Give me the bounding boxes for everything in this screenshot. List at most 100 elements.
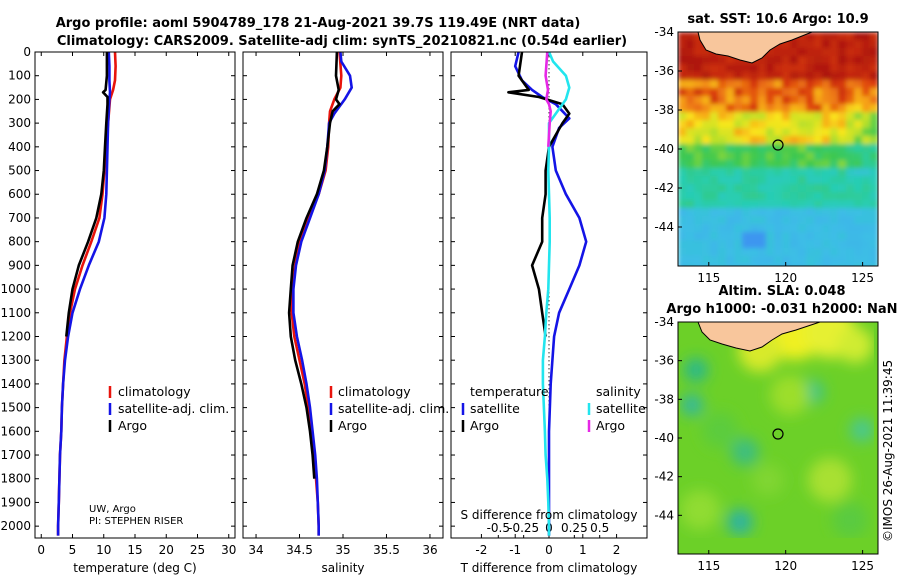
sst-cell <box>782 112 791 121</box>
sst-cell <box>814 240 823 249</box>
sst-cell <box>710 184 719 193</box>
sst-cell <box>678 184 687 193</box>
sst-map-ticks: 115 120 125 -34 -36 -38 -40 -42 -44 <box>654 25 874 285</box>
salinity-lines <box>287 52 354 536</box>
sst-cell <box>830 56 839 65</box>
sst-cell <box>742 256 751 265</box>
sst-cell <box>790 112 799 121</box>
xtick-label: 34 <box>248 543 263 557</box>
sst-cell <box>710 104 719 113</box>
ytick-label: 1500 <box>0 401 31 415</box>
sst-cell <box>782 64 791 73</box>
sst-cell <box>766 176 775 185</box>
sst-cell <box>870 192 878 201</box>
sst-cell <box>846 40 855 49</box>
sst-cell <box>678 40 687 49</box>
xtick-label: 20 <box>159 543 174 557</box>
sst-cell <box>710 168 719 177</box>
sst-cell <box>830 32 839 41</box>
sst-cell <box>814 184 823 193</box>
sst-cell <box>710 216 719 225</box>
sst-cell <box>678 264 687 266</box>
sst-cell <box>678 192 687 201</box>
sst-cell <box>806 48 815 57</box>
sst-cell <box>694 144 703 153</box>
s-tick-label: 0.25 <box>561 521 588 535</box>
sst-cell <box>814 120 823 129</box>
sst-cell <box>694 208 703 217</box>
temperature-xlabel: temperature (deg C) <box>73 561 196 575</box>
sst-cell <box>742 208 751 217</box>
sst-cell <box>790 128 799 137</box>
sst-cell <box>686 192 695 201</box>
sst-cell <box>846 160 855 169</box>
sst-cell <box>782 200 791 209</box>
sst-cell <box>694 72 703 81</box>
sst-cell <box>822 200 831 209</box>
sst-cell <box>862 56 871 65</box>
xtick-label: 1 <box>579 543 587 557</box>
sst-cell <box>822 96 831 105</box>
sst-cell <box>870 104 878 113</box>
sst-cell <box>686 208 695 217</box>
sst-cell <box>726 144 735 153</box>
sst-cell <box>686 64 695 73</box>
map-ytick-label: -40 <box>654 142 674 156</box>
sst-cell <box>806 96 815 105</box>
salinity-depth-ticks <box>243 51 443 527</box>
sst-cell <box>854 248 863 257</box>
sst-cell <box>678 32 687 41</box>
sst-cell <box>798 80 807 89</box>
sst-cell <box>750 64 759 73</box>
sst-cell <box>710 192 719 201</box>
sst-cell <box>862 80 871 89</box>
sst-cell <box>830 224 839 233</box>
sst-cell <box>854 128 863 137</box>
sst-cell <box>686 232 695 241</box>
sst-cell <box>742 64 751 73</box>
sst-cell <box>678 120 687 129</box>
sst-cell <box>766 184 775 193</box>
sst-cell <box>726 192 735 201</box>
ytick-label: 900 <box>8 258 31 272</box>
sst-cell <box>726 200 735 209</box>
ytick-label: 800 <box>8 235 31 249</box>
sst-cell <box>798 240 807 249</box>
sst-cell <box>710 264 719 266</box>
sla-argo-marker <box>772 428 784 440</box>
sst-cell <box>846 200 855 209</box>
sst-cell <box>830 88 839 97</box>
sst-cell <box>854 88 863 97</box>
map-xtick-label: 115 <box>697 271 720 285</box>
sst-cell <box>694 192 703 201</box>
s-tick-label: -0.5 <box>487 521 510 535</box>
sst-cell <box>782 48 791 57</box>
sst-cell <box>830 72 839 81</box>
sst-cell <box>846 48 855 57</box>
sst-cell <box>846 136 855 145</box>
map-ytick-label: -44 <box>654 508 674 522</box>
sst-cell <box>774 168 783 177</box>
sst-cell <box>814 168 823 177</box>
sst-cell <box>830 64 839 73</box>
sst-cell <box>750 72 759 81</box>
temperature-legend: climatology satellite-adj. clim. Argo <box>108 384 229 433</box>
sst-cell <box>766 192 775 201</box>
sst-cell <box>702 128 711 137</box>
sst-cell <box>758 224 767 233</box>
sst-cell <box>814 264 823 266</box>
sst-cell <box>734 168 743 177</box>
sst-cell <box>766 200 775 209</box>
sst-cell <box>822 256 831 265</box>
sst-cell <box>686 56 695 65</box>
sst-cell <box>766 160 775 169</box>
sst-cell <box>862 224 871 233</box>
sst-cell <box>758 192 767 201</box>
sst-cell <box>742 232 751 241</box>
sst-cell <box>862 168 871 177</box>
sst-cell <box>710 136 719 145</box>
sst-cell <box>774 80 783 89</box>
sst-cell <box>758 128 767 137</box>
sst-cell <box>782 136 791 145</box>
